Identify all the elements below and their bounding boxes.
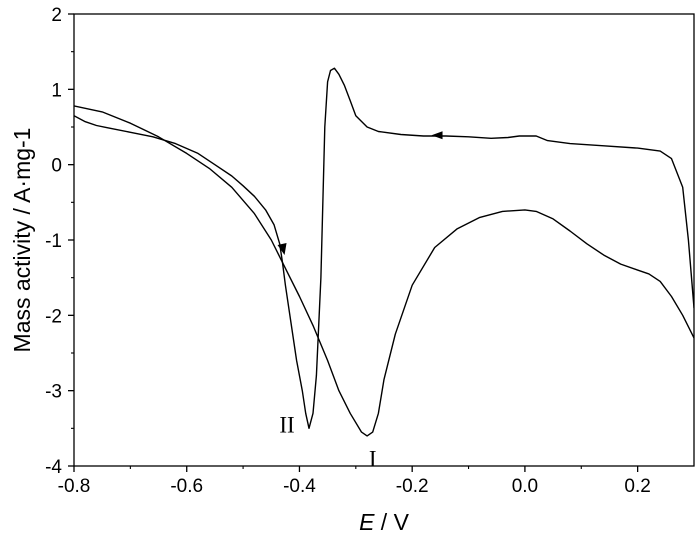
x-axis-unit: / V bbox=[374, 509, 409, 535]
cv-sweep-2-line bbox=[74, 105, 694, 437]
tick-labels: -0.8 -0.6 -0.4 -0.2 0.0 0.2 2 1 0 -1 -2 -3 -4 bbox=[45, 5, 651, 497]
y-tick-label: -2 bbox=[45, 306, 62, 327]
plot-area bbox=[74, 67, 694, 437]
x-tick-label: -0.4 bbox=[283, 476, 316, 497]
x-tick-label: 0.0 bbox=[512, 476, 538, 497]
sweep-direction-arrow-icon bbox=[431, 131, 443, 140]
y-tick-label: 1 bbox=[51, 80, 62, 101]
series-group bbox=[74, 67, 694, 437]
x-tick-label: 0.2 bbox=[624, 476, 650, 497]
plot-frame bbox=[73, 13, 695, 467]
x-tick-label: -0.2 bbox=[396, 476, 429, 497]
y-tick-label: -4 bbox=[45, 457, 62, 478]
x-axis-title: E / V bbox=[359, 509, 410, 535]
peak-annotations: III bbox=[279, 413, 376, 472]
y-tick-label: -3 bbox=[45, 382, 62, 403]
y-tick-label: 2 bbox=[51, 5, 62, 26]
sweep-direction-arrow-icon bbox=[277, 243, 287, 256]
peak-label: II bbox=[279, 413, 294, 438]
axis-ticks bbox=[68, 13, 639, 472]
cv-sweep-1-line bbox=[74, 67, 694, 429]
y-axis-title: Mass activity / A·mg-1 bbox=[9, 128, 35, 353]
x-tick-label: -0.8 bbox=[58, 476, 91, 497]
y-tick-label: -1 bbox=[45, 231, 62, 252]
x-axis-symbol: E bbox=[359, 509, 375, 535]
y-tick-label: 0 bbox=[51, 156, 62, 177]
peak-label: I bbox=[369, 446, 377, 471]
x-tick-label: -0.6 bbox=[170, 476, 203, 497]
